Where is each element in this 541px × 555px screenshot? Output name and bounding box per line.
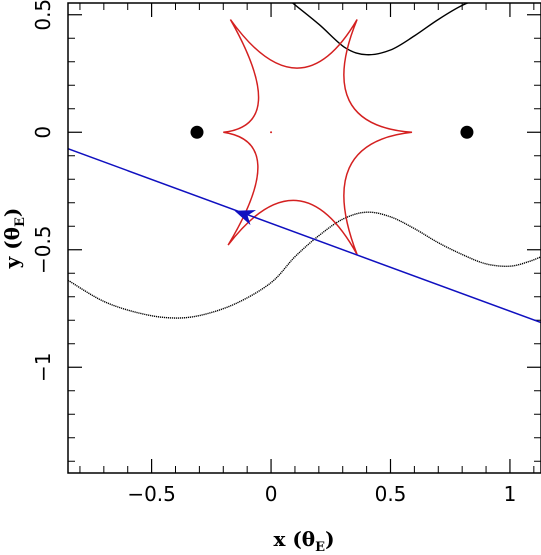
y-tick-label: 0.5	[31, 0, 55, 31]
x-tick-label: 0.5	[375, 482, 407, 506]
plot-frame	[67, 2, 541, 474]
minor-ticks	[68, 3, 541, 473]
light-curve-top	[292, 3, 470, 56]
source-trajectory-line	[68, 147, 541, 324]
major-ticks	[68, 3, 541, 473]
x-tick-label: 0	[265, 482, 278, 506]
y-tick-label: 0	[31, 126, 55, 139]
caustic-curve	[223, 19, 413, 255]
y-tick-labels: −1 −0.5 0 0.5	[31, 0, 55, 382]
x-tick-label: 1	[504, 482, 517, 506]
y-tick-label: −0.5	[31, 225, 55, 274]
y-axis-label: y (θE)	[0, 208, 28, 270]
lens-mass-dot	[190, 125, 204, 139]
x-tick-labels: −0.5 0 0.5 1	[127, 482, 516, 506]
lens-mass-dot	[460, 125, 474, 139]
lens-center-dot	[270, 131, 273, 134]
x-axis-label: x (θE)	[273, 527, 334, 555]
x-tick-label: −0.5	[127, 482, 176, 506]
trajectory-arrowhead	[234, 210, 256, 226]
light-curve-bottom	[68, 211, 541, 319]
lens-masses	[190, 125, 474, 139]
y-tick-label: −1	[31, 353, 55, 382]
